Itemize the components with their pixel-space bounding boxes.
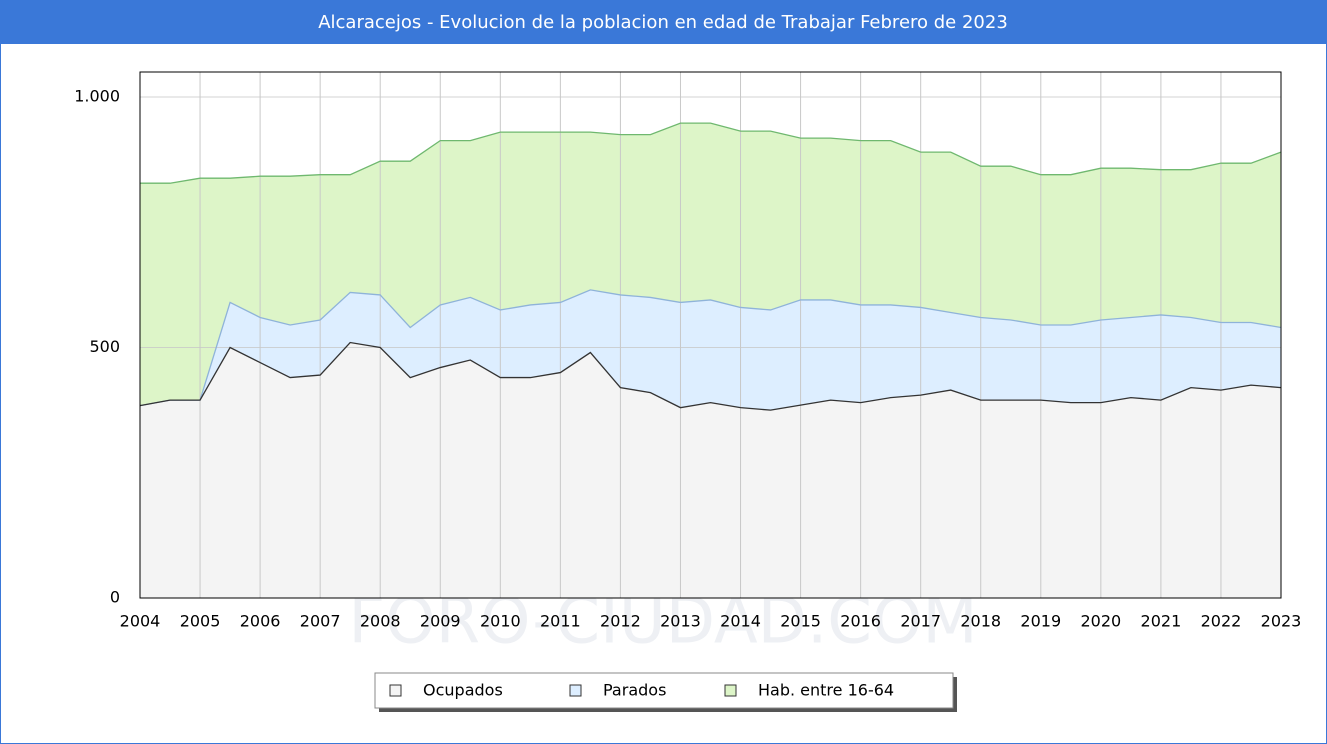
series-line (139, 289, 1282, 407)
x-tick-label: 2015 (780, 612, 821, 631)
area-fill (140, 342, 1281, 598)
title-bar (0, 0, 1327, 44)
chart-title: Alcaracejos - Evolucion de la poblacion … (318, 12, 1008, 33)
x-tick-label: 2020 (1080, 612, 1121, 631)
legend-label: Ocupados (423, 681, 503, 700)
x-tick-label: 2018 (960, 612, 1001, 631)
x-tick-label: 2017 (900, 612, 941, 631)
x-tick-label: 2013 (660, 612, 701, 631)
x-tick-label: 2009 (420, 612, 461, 631)
x-tick-label: 2004 (120, 612, 161, 631)
y-tick-label: 1.000 (74, 87, 120, 106)
x-tick-label: 2021 (1141, 612, 1182, 631)
x-tick-label: 2012 (600, 612, 641, 631)
x-tick-label: 2008 (360, 612, 401, 631)
legend-swatch (389, 684, 402, 697)
legend (374, 672, 954, 709)
x-tick-label: 2016 (840, 612, 881, 631)
legend-label: Hab. entre 16-64 (758, 681, 894, 700)
x-tick-label: 2010 (480, 612, 521, 631)
x-tick-label: 2005 (180, 612, 221, 631)
legend-swatch (569, 684, 582, 697)
y-tick-label: 500 (89, 337, 120, 356)
series-line (140, 122, 1282, 184)
y-tick-label: 0 (110, 588, 120, 607)
plot-border (139, 71, 1282, 599)
x-tick-label: 2019 (1020, 612, 1061, 631)
series-line (139, 341, 1282, 411)
x-tick-label: 2023 (1261, 612, 1302, 631)
legend-label: Parados (603, 681, 666, 700)
x-tick-label: 2007 (300, 612, 341, 631)
area-fill (140, 289, 1281, 411)
x-tick-label: 2006 (240, 612, 281, 631)
legend-swatch (724, 684, 737, 697)
x-tick-label: 2014 (720, 612, 761, 631)
x-tick-label: 2022 (1201, 612, 1242, 631)
x-tick-label: 2011 (540, 612, 581, 631)
